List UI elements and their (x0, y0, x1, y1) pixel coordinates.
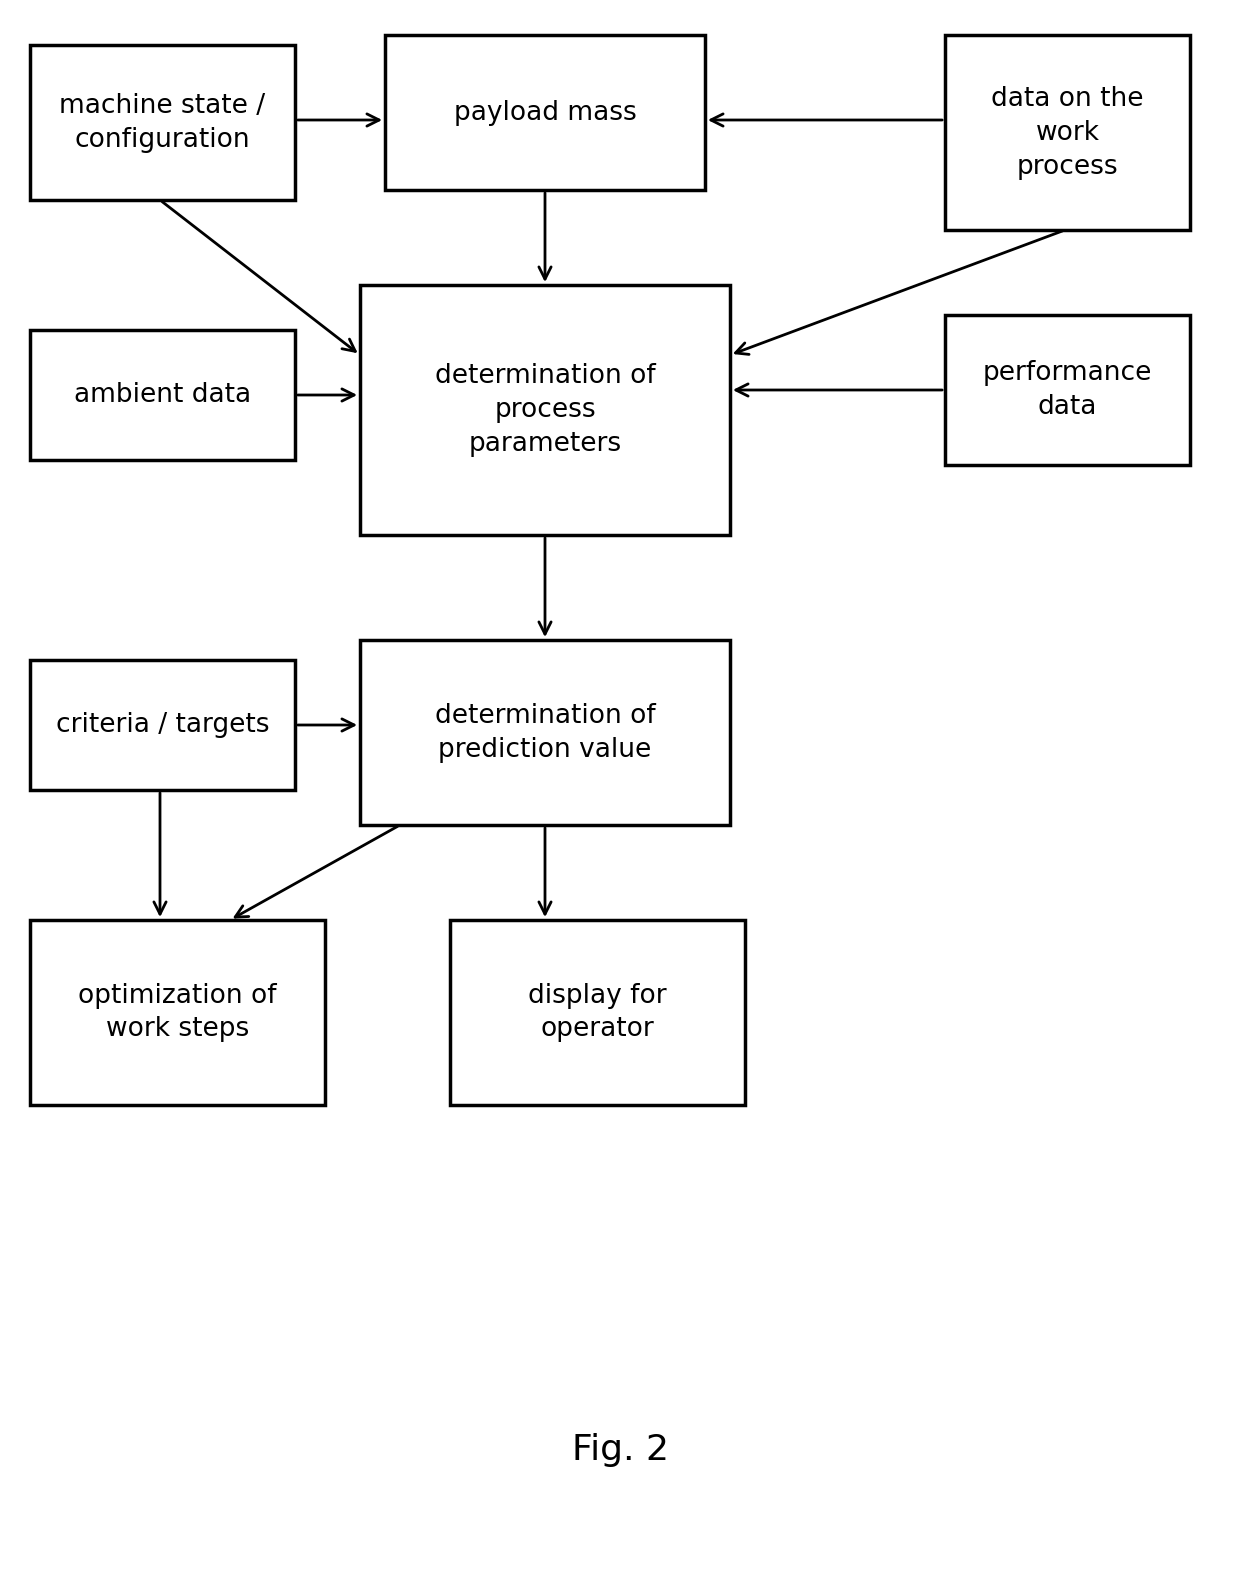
Text: criteria / targets: criteria / targets (56, 712, 269, 738)
Bar (360, 285, 730, 535)
Bar (30, 660, 295, 790)
Text: ambient data: ambient data (74, 382, 250, 408)
Bar (384, 35, 706, 190)
Text: determination of
process
parameters: determination of process parameters (435, 363, 656, 457)
Text: determination of
prediction value: determination of prediction value (435, 703, 656, 763)
Bar (360, 640, 730, 825)
Text: optimization of
work steps: optimization of work steps (78, 983, 277, 1043)
Bar (945, 315, 1190, 465)
Text: performance
data: performance data (983, 359, 1152, 419)
Text: data on the
work
process: data on the work process (991, 85, 1143, 179)
Text: display for
operator: display for operator (528, 983, 667, 1043)
Text: Fig. 2: Fig. 2 (572, 1433, 668, 1467)
Bar (450, 920, 745, 1105)
Bar (945, 35, 1190, 230)
Text: machine state /
configuration: machine state / configuration (60, 92, 265, 152)
Bar (30, 329, 295, 461)
Text: payload mass: payload mass (454, 100, 636, 125)
Bar (30, 44, 295, 199)
Bar (30, 920, 325, 1105)
